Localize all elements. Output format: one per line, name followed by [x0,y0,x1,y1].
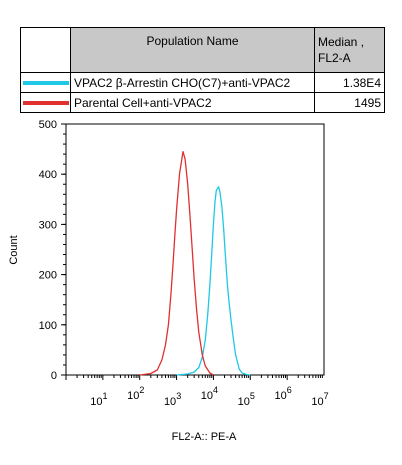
x-tick-label: 101 [90,391,107,408]
y-tick-label: 0 [51,370,57,382]
x-tick-label: 106 [275,385,292,402]
y-tick-label: 100 [39,320,57,332]
x-tick-label: 104 [201,385,218,402]
legend-swatch-cell [20,72,71,93]
y-tick-label: 200 [39,270,57,282]
x-axis-label: FL2-A:: PE-A [172,431,237,443]
legend-swatch-cell [20,92,71,113]
legend-row-median: 1495 [314,92,385,113]
legend-row-median: 1.38E4 [314,72,385,93]
legend-header-name: Population Name [70,27,315,73]
y-tick-label: 500 [39,119,57,131]
legend-header-blank [20,27,71,73]
series-layer [139,150,251,376]
x-axis: 101 102 103 104 105 106 107 [65,375,329,408]
y-tick-label: 400 [39,169,57,181]
histogram-chart: 0 100 200 300 400 500 101 102 103 104 105 106 107 C… [8,119,329,443]
x-tick-label: 102 [127,385,144,402]
y-axis: 0 100 200 300 400 500 [39,119,66,382]
legend-table: Population Name Median , FL2-A VPAC2 β-A… [20,27,385,113]
series-line-vpac2 [176,186,251,376]
legend-header-median-line1: Median , [318,35,365,49]
legend-header-row: Population Name Median , FL2-A [20,27,385,73]
plot-frame [65,123,325,376]
y-tick-label: 300 [39,219,57,231]
series-line-parental [139,150,214,376]
x-tick-label: 107 [311,391,328,408]
legend-header-median: Median , FL2-A [314,27,385,73]
legend-row: VPAC2 β-Arrestin CHO(C7)+anti-VPAC2 1.38… [20,72,385,93]
x-tick-label: 103 [164,391,181,408]
x-tick-label: 105 [238,391,255,408]
legend-row-name: Parental Cell+anti-VPAC2 [70,92,315,113]
legend-row: Parental Cell+anti-VPAC2 1495 [20,92,385,113]
legend-row-name: VPAC2 β-Arrestin CHO(C7)+anti-VPAC2 [70,72,315,93]
y-axis-label: Count [8,235,20,264]
legend-swatch-blue [23,80,69,85]
legend-swatch-red [23,100,69,105]
legend-header-median-line2: FL2-A [318,51,351,65]
plot-border [65,123,325,376]
